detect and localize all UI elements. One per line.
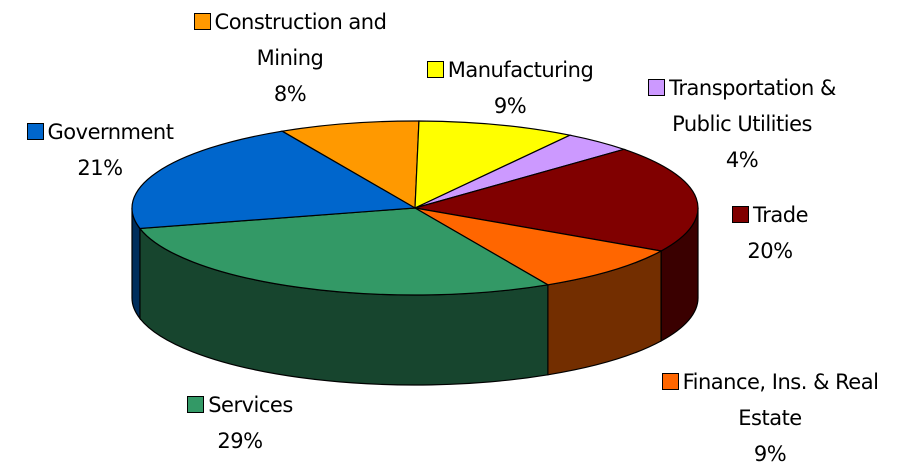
slice-label: Services 29% — [140, 387, 340, 459]
pie-slice — [414, 207, 663, 286]
legend-swatch — [661, 373, 679, 390]
pie-slice — [138, 207, 550, 296]
value-label: 29% — [217, 429, 263, 453]
slice-label: Construction and Mining 8% — [185, 4, 395, 112]
value-label: 20% — [747, 239, 793, 263]
value-label: 9% — [493, 94, 527, 118]
legend-swatch — [426, 61, 444, 78]
category-name: Transportation & Public Utilities — [669, 76, 836, 136]
category-name: Finance, Ins. & Real Estate — [682, 370, 879, 430]
category-name: Trade — [753, 203, 809, 227]
pie-slice — [414, 148, 699, 252]
legend-swatch — [732, 206, 749, 223]
category-name: Services — [208, 393, 293, 417]
category-name: Government — [47, 120, 174, 144]
value-label: 21% — [77, 156, 123, 180]
slice-label: Trade 20% — [695, 197, 845, 269]
legend-swatch — [648, 79, 666, 96]
pie-slice — [131, 130, 417, 230]
pie-slice — [280, 120, 420, 210]
category-name: Construction and Mining — [214, 10, 387, 70]
pie-slice — [414, 120, 572, 209]
value-label: 4% — [725, 148, 759, 172]
slice-label: Manufacturing 9% — [410, 52, 610, 124]
value-label: 9% — [753, 442, 787, 466]
slice-label: Finance, Ins. & Real Estate 9% — [645, 364, 895, 466]
legend-swatch — [26, 123, 44, 140]
value-label: 8% — [273, 82, 307, 106]
slice-label: Transportation & Public Utilities 4% — [622, 70, 862, 178]
legend-swatch — [193, 13, 211, 30]
category-name: Manufacturing — [447, 58, 594, 82]
slice-label: Government 21% — [0, 114, 200, 186]
legend-swatch — [187, 396, 205, 413]
